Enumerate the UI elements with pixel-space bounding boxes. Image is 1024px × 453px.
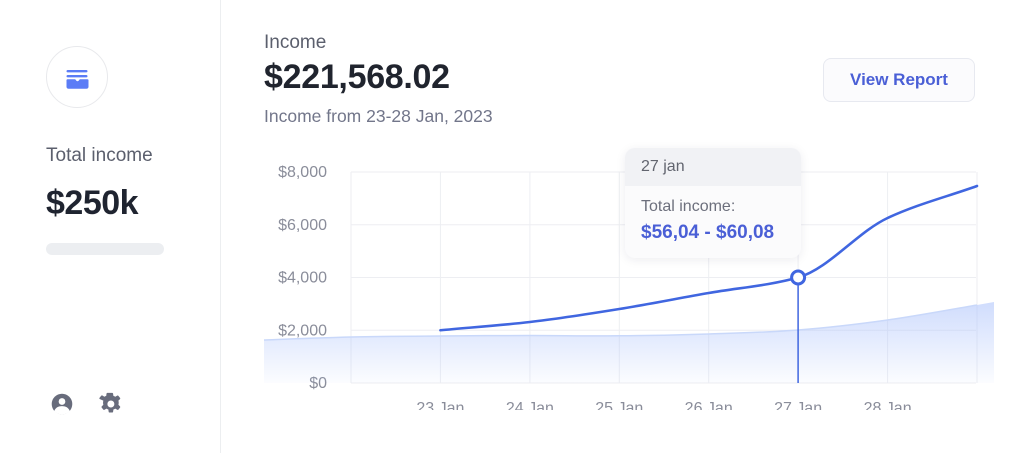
svg-text:$8,000: $8,000 xyxy=(278,164,327,181)
svg-text:24 Jan: 24 Jan xyxy=(506,400,554,410)
svg-text:$6,000: $6,000 xyxy=(278,217,327,234)
svg-text:25 Jan: 25 Jan xyxy=(595,400,643,410)
svg-text:26 Jan: 26 Jan xyxy=(685,400,733,410)
svg-text:$4,000: $4,000 xyxy=(278,270,327,287)
svg-text:$2,000: $2,000 xyxy=(278,322,327,339)
svg-text:27 Jan: 27 Jan xyxy=(774,400,822,410)
svg-text:23 Jan: 23 Jan xyxy=(416,400,464,410)
svg-text:28 Jan: 28 Jan xyxy=(864,400,912,410)
